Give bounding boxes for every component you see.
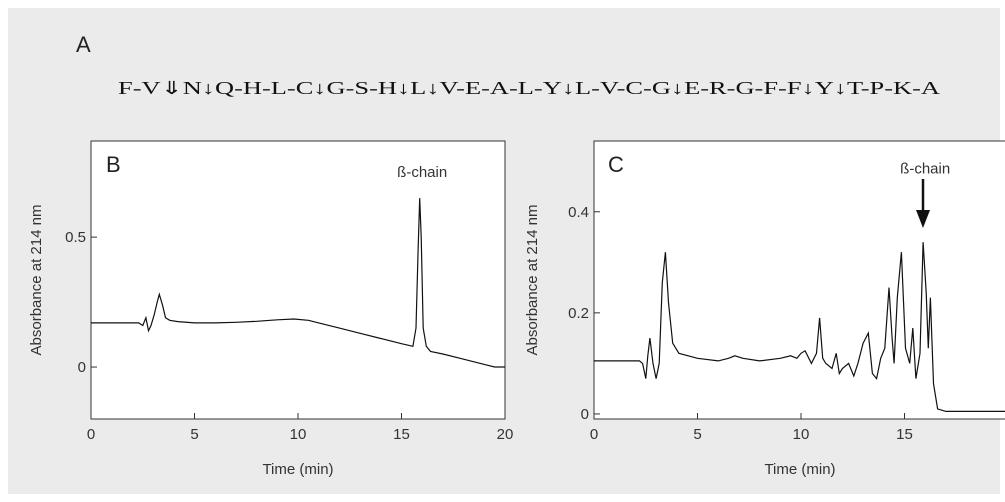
peptide-sequence: F-V⇓N↓Q-H-L-C↓G-S-H↓L↓V-E-A-L-Y↓L-V-C-G↓…	[118, 78, 940, 98]
y-tick-label-c: 0.4	[568, 204, 589, 221]
plot-area-b	[90, 140, 506, 420]
y-axis-label-b: Absorbance at 214 nm	[28, 205, 45, 356]
x-tick-label-b: 5	[190, 426, 198, 443]
x-tick-label-b: 10	[290, 426, 307, 443]
trace-c	[594, 242, 1005, 412]
panel-label-c: C	[608, 152, 624, 177]
x-tick-label-c: 10	[793, 426, 810, 443]
panel-label-a: A	[76, 32, 91, 57]
x-tick-label-c: 5	[693, 426, 701, 443]
x-tick-label-c: 15	[896, 426, 913, 443]
beta-chain-label-c: ß-chain	[900, 160, 950, 177]
ticks-c: 0 5 10 15 0 0.2 0.4	[568, 204, 913, 443]
x-axis-label-c: Time (min)	[764, 461, 835, 478]
trace-b	[91, 198, 505, 368]
x-tick-label-b: 0	[87, 426, 95, 443]
beta-chain-arrow-c	[916, 179, 930, 228]
ticks-b: 0 5 10 15 20 0 0.5	[65, 229, 513, 443]
panel-label-b: B	[106, 152, 121, 177]
x-tick-label-b: 20	[497, 426, 514, 443]
y-tick-label-c: 0.2	[568, 305, 589, 322]
y-tick-label-b: 0.5	[65, 229, 86, 246]
panel-c: C Time (min) Absorbance at 214 nm 0 5 10 15…	[524, 140, 1005, 478]
x-tick-label-c: 0	[590, 426, 598, 443]
panel-b: B Time (min) Absorbance at 214 nm 0 5 10 15…	[28, 140, 513, 478]
x-axis-label-b: Time (min)	[262, 461, 333, 478]
y-tick-label-b: 0	[78, 359, 86, 376]
y-tick-label-c: 0	[581, 406, 589, 423]
x-tick-label-b: 15	[393, 426, 410, 443]
beta-chain-label-b: ß-chain	[397, 164, 447, 181]
y-axis-label-c: Absorbance at 214 nm	[524, 205, 541, 356]
